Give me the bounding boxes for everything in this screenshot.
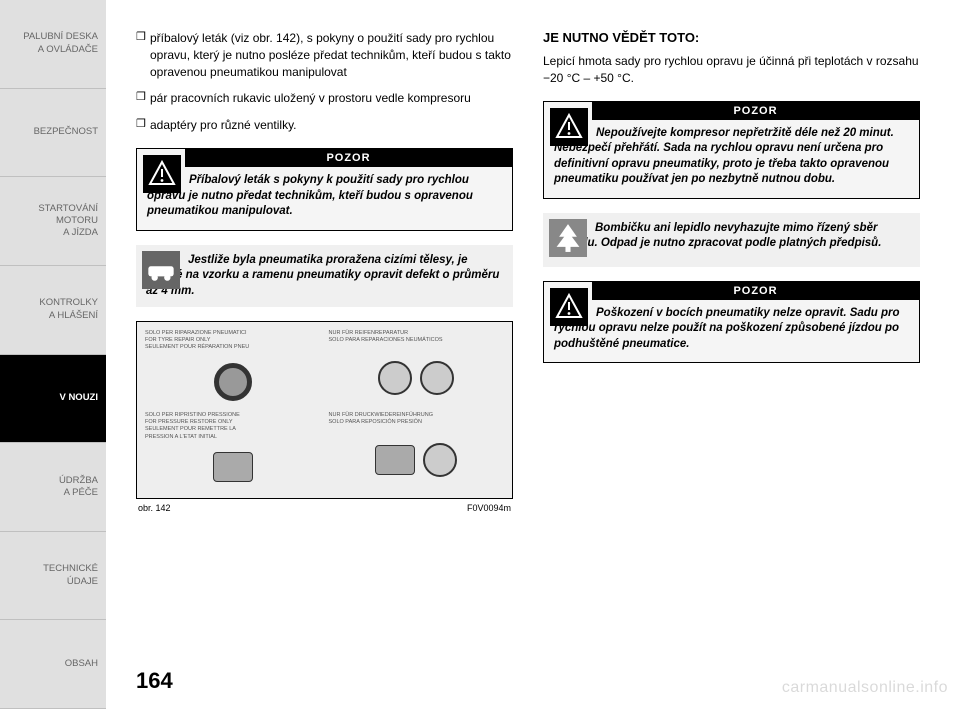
warning-text: Nepoužívejte kompresor nepřetržitě déle … — [554, 126, 909, 188]
warning-triangle-icon — [143, 155, 181, 193]
bullet-marker-icon: ❒ — [136, 90, 150, 107]
warning-box-leaflet: POZOR Příbalový leták s pokyny k použití… — [136, 148, 513, 231]
figure-labels: SOLO PER RIPARAZIONE PNEUMATICI FOR TYRE… — [143, 328, 323, 353]
watermark: carmanualsonline.info — [782, 679, 948, 697]
bullet-item: ❒ příbalový leták (viz obr. 142), s poky… — [136, 30, 513, 80]
sidebar-item-emergency[interactable]: V NOUZI — [0, 355, 106, 444]
figure-panel: NUR FÜR REIFENREPARATUR SOLO PARA REPARA… — [327, 328, 507, 410]
sidebar-label: ÚDAJE — [67, 576, 98, 588]
warning-text: Příbalový leták s pokyny k použití sady … — [147, 173, 502, 220]
paragraph: Lepicí hmota sady pro rychlou opravu je … — [543, 53, 920, 87]
warning-body: Nepoužívejte kompresor nepřetržitě déle … — [544, 120, 919, 198]
sidebar-item-technical[interactable]: TECHNICKÉ ÚDAJE — [0, 532, 106, 621]
warning-triangle-icon — [550, 108, 588, 146]
sidebar-label: BEZPEČNOST — [34, 126, 98, 138]
sidebar-item-warnings[interactable]: KONTROLKY A HLÁŠENÍ — [0, 266, 106, 355]
fig-label: SOLO PER RIPARAZIONE PNEUMATICI — [145, 330, 321, 337]
figure-illustration — [327, 428, 507, 492]
figure-number: obr. 142 — [138, 503, 171, 513]
bullet-marker-icon: ❒ — [136, 30, 150, 80]
warning-box-compressor: POZOR Nepoužívejte kompresor nepřetržitě… — [543, 101, 920, 199]
sidebar-label: STARTOVÁNÍ — [38, 203, 98, 215]
warning-header: POZOR — [592, 102, 919, 120]
figure-panel: NUR FÜR DRUCKWIEDEREINFÜHRUNG SOLO PARA … — [327, 410, 507, 492]
bullet-marker-icon: ❒ — [136, 117, 150, 134]
sidebar-label: A PÉČE — [64, 487, 98, 499]
sidebar-label: KONTROLKY — [39, 297, 98, 309]
fig-label: PRESSION A L'ETAT INITIAL — [145, 434, 321, 441]
sidebar-label: A OVLÁDAČE — [38, 44, 98, 56]
figure-labels: NUR FÜR REIFENREPARATUR SOLO PARA REPARA… — [327, 328, 507, 346]
figure-bottom-row: SOLO PER RIPRISTINO PRESSIONE FOR PRESSU… — [143, 410, 506, 492]
figure-panel: SOLO PER RIPRISTINO PRESSIONE FOR PRESSU… — [143, 410, 323, 492]
figure-panel: SOLO PER RIPARAZIONE PNEUMATICI FOR TYRE… — [143, 328, 323, 410]
figure-labels: NUR FÜR DRUCKWIEDEREINFÜHRUNG SOLO PARA … — [327, 410, 507, 428]
sidebar-nav: PALUBNÍ DESKA A OVLÁDAČE BEZPEČNOST STAR… — [0, 0, 106, 709]
content-columns: ❒ příbalový leták (viz obr. 142), s poky… — [136, 30, 920, 513]
fig-label: SOLO PARA REPOSICIÓN PRESIÓN — [329, 419, 505, 426]
page-content: ❒ příbalový leták (viz obr. 142), s poky… — [106, 0, 960, 709]
figure-code: F0V0094m — [467, 503, 511, 513]
warning-text: Poškození v bocích pneumatiky nelze opra… — [554, 306, 909, 353]
sidebar-label: TECHNICKÉ — [43, 563, 98, 575]
figure-top-row: SOLO PER RIPARAZIONE PNEUMATICI FOR TYRE… — [143, 328, 506, 410]
tire-icon — [214, 363, 252, 401]
sidebar-label: A JÍZDA — [63, 227, 98, 239]
bullet-text: příbalový leták (viz obr. 142), s pokyny… — [150, 30, 513, 80]
fig-label: SEULEMENT POUR RÉPARATION PNEU — [145, 344, 321, 351]
sidebar-item-dashboard[interactable]: PALUBNÍ DESKA A OVLÁDAČE — [0, 0, 106, 89]
car-info-icon — [142, 251, 180, 289]
figure-illustration — [143, 443, 323, 492]
eco-box-disposal: Bombičku ani lepidlo nevyhazujte mimo ří… — [543, 213, 920, 267]
fig-label: FOR PRESSURE RESTORE ONLY — [145, 419, 321, 426]
sidebar-label: V NOUZI — [59, 392, 98, 404]
cap-icon — [423, 443, 457, 477]
sidebar-item-starting[interactable]: STARTOVÁNÍ MOTORU A JÍZDA — [0, 177, 106, 266]
gauge-icon — [420, 361, 454, 395]
warning-header: POZOR — [185, 149, 512, 167]
info-box-puncture: Jestliže byla pneumatika proražena cizím… — [136, 245, 513, 308]
bullet-text: adaptéry pro různé ventilky. — [150, 117, 297, 134]
fig-label: SOLO PARA REPARACIONES NEUMÁTICOS — [329, 337, 505, 344]
sidebar-item-maintenance[interactable]: ÚDRŽBA A PÉČE — [0, 443, 106, 532]
sidebar-label: PALUBNÍ DESKA — [23, 31, 98, 43]
figure-labels: SOLO PER RIPRISTINO PRESSIONE FOR PRESSU… — [143, 410, 323, 443]
warning-header: POZOR — [592, 282, 919, 300]
sidebar-item-index[interactable]: OBSAH — [0, 620, 106, 709]
figure-illustration — [143, 354, 323, 411]
sidebar-label: OBSAH — [65, 658, 98, 670]
warning-triangle-icon — [550, 288, 588, 326]
right-column: JE NUTNO VĚDĚT TOTO: Lepicí hmota sady p… — [543, 30, 920, 513]
left-column: ❒ příbalový leták (viz obr. 142), s poky… — [136, 30, 513, 513]
sidebar-item-safety[interactable]: BEZPEČNOST — [0, 89, 106, 178]
recycle-tree-icon — [549, 219, 587, 257]
gauge-icon — [378, 361, 412, 395]
eco-text: Bombičku ani lepidlo nevyhazujte mimo ří… — [553, 221, 910, 252]
warning-body: Příbalový leták s pokyny k použití sady … — [137, 167, 512, 230]
page-number: 164 — [136, 668, 173, 694]
fig-label: SOLO PER RIPRISTINO PRESSIONE — [145, 412, 321, 419]
bullet-text: pár pracovních rukavic uložený v prostor… — [150, 90, 471, 107]
figure-caption: obr. 142 F0V0094m — [136, 503, 513, 513]
bullet-item: ❒ pár pracovních rukavic uložený v prost… — [136, 90, 513, 107]
info-text: Jestliže byla pneumatika proražena cizím… — [146, 253, 503, 300]
bullet-item: ❒ adaptéry pro různé ventilky. — [136, 117, 513, 134]
sidebar-label: MOTORU — [56, 215, 98, 227]
warning-box-sidewall: POZOR Poškození v bocích pneumatiky nelz… — [543, 281, 920, 364]
compressor-icon — [213, 452, 253, 482]
sidebar-label: A HLÁŠENÍ — [49, 310, 98, 322]
compressor-icon — [375, 445, 415, 475]
sidebar-label: ÚDRŽBA — [59, 475, 98, 487]
figure-illustration — [327, 346, 507, 410]
figure-142: SOLO PER RIPARAZIONE PNEUMATICI FOR TYRE… — [136, 321, 513, 499]
section-title: JE NUTNO VĚDĚT TOTO: — [543, 30, 920, 45]
warning-body: Poškození v bocích pneumatiky nelze opra… — [544, 300, 919, 363]
fig-label: SEULEMENT POUR REMETTRE LA — [145, 426, 321, 433]
